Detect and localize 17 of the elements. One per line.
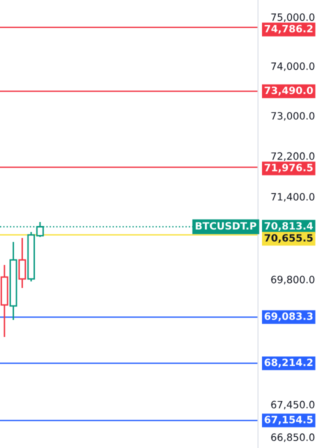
ref-line-label: 67,154.5 (264, 416, 313, 425)
ref-line-label: 71,976.5 (264, 164, 313, 173)
ref-line-label: 70,813.4 (264, 222, 313, 231)
y-tick-label: 74,000.0 (271, 62, 314, 71)
y-tick-label: 66,850.0 (271, 433, 314, 442)
y-tick-label: 72,200.0 (271, 152, 314, 161)
ref-line-label: 69,083.3 (264, 312, 313, 322)
ref-line-label: 70,655.5 (264, 234, 313, 243)
annotation: BTCUSDT.P (196, 222, 256, 230)
y-tick-label: 69,800.0 (271, 276, 314, 284)
y-tick-label: 75,000.0 (271, 13, 314, 22)
y-tick-label: 73,000.0 (271, 112, 314, 121)
ref-line-label: 73,490.0 (264, 86, 313, 96)
y-tick-label: 71,400.0 (271, 192, 314, 202)
y-tick-label: 67,450.0 (271, 400, 314, 410)
ref-line-label: 68,214.2 (264, 358, 312, 368)
ref-line-label: 74,786.2 (264, 24, 312, 34)
